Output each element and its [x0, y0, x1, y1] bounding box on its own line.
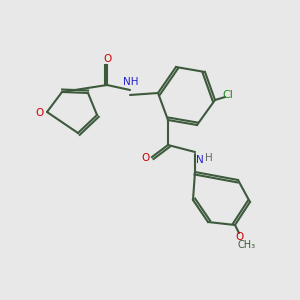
- Text: O: O: [141, 153, 149, 163]
- Text: O: O: [35, 108, 43, 118]
- Text: O: O: [104, 54, 112, 64]
- Text: N: N: [196, 155, 204, 165]
- Text: NH: NH: [123, 77, 139, 87]
- Text: H: H: [205, 153, 213, 163]
- Text: Cl: Cl: [223, 90, 233, 100]
- Text: CH₃: CH₃: [238, 240, 256, 250]
- Text: O: O: [235, 232, 243, 242]
